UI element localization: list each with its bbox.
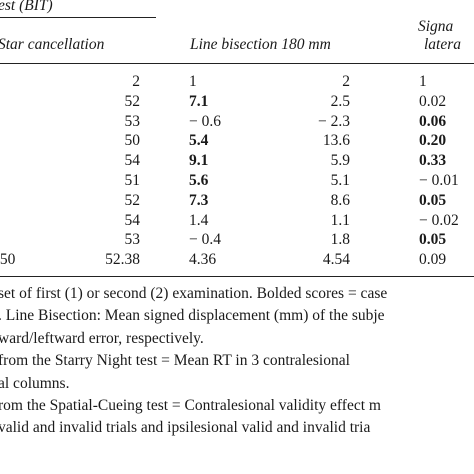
cell-line2: 1.8 bbox=[330, 231, 350, 249]
footnote-line: from the Starry Night test = Mean RT in … bbox=[0, 352, 350, 370]
cell-line2: 2 bbox=[342, 73, 350, 90]
cell-line1: 7.1 bbox=[189, 92, 209, 110]
footnote-line: ward/leftward error, respectively. bbox=[0, 329, 204, 347]
cell-line2: 1.1 bbox=[330, 211, 350, 229]
cell-line2: 4.54 bbox=[322, 251, 350, 269]
footnote-line: set of first (1) or second (2) examinati… bbox=[0, 285, 388, 302]
cell-line1: 1.4 bbox=[189, 211, 209, 229]
footnote-line: rom the Spatial-Cueing test = Contralesi… bbox=[0, 397, 381, 414]
cell-sig: − 0.02 bbox=[419, 211, 459, 229]
cell-sig: 0.09 bbox=[419, 251, 447, 269]
cell-star: 52 bbox=[124, 92, 141, 110]
cell-sig: 1 bbox=[419, 73, 427, 90]
cell-line2: 5.9 bbox=[330, 152, 350, 170]
cell-sig: 0.20 bbox=[419, 132, 447, 150]
col-header-signal-sub: latera bbox=[424, 36, 462, 53]
col-header-line-bisection: Line bisection 180 mm bbox=[190, 36, 331, 53]
cell-star: 51 bbox=[124, 172, 141, 189]
cell-sig: 0.02 bbox=[419, 92, 447, 110]
col-header-star-cancellation: Star cancellation bbox=[0, 36, 105, 53]
cell-sig: 0.06 bbox=[419, 112, 447, 130]
cell-star: 53 bbox=[124, 231, 141, 249]
table-bottom-rule bbox=[0, 276, 474, 277]
cell-line2: 8.6 bbox=[330, 191, 350, 209]
group-header: est (BIT) bbox=[0, 0, 53, 14]
cell-line2: 2.5 bbox=[330, 92, 350, 110]
col-header-signal: Signa bbox=[418, 18, 454, 35]
cell-line1: − 0.6 bbox=[189, 112, 221, 130]
cell-sig: 0.05 bbox=[419, 191, 447, 209]
cell-line2: − 2.3 bbox=[318, 112, 350, 130]
header-rule bbox=[0, 63, 474, 64]
footnote-line: al columns. bbox=[0, 374, 70, 392]
cell-star: 52 bbox=[124, 191, 141, 209]
cell-star: 2 bbox=[132, 73, 140, 90]
group-header-underline bbox=[0, 17, 156, 18]
cell-line2: 5.1 bbox=[330, 172, 350, 189]
cell-line1: 9.1 bbox=[189, 152, 209, 170]
cell-line1: − 0.4 bbox=[189, 231, 221, 249]
cell-star: 50 bbox=[124, 132, 141, 150]
footnote-line: . Line Bisection: Mean signed displaceme… bbox=[0, 307, 385, 325]
cell-star: 53 bbox=[124, 112, 141, 130]
cell-line1: 1 bbox=[189, 73, 197, 90]
cell-star: 52.38 bbox=[105, 251, 140, 269]
cell-sig: 0.33 bbox=[419, 152, 447, 170]
cell-left: .50 bbox=[0, 251, 16, 269]
cell-line1: 7.3 bbox=[189, 191, 209, 209]
cell-star: 54 bbox=[124, 211, 141, 229]
footnote-line: valid and invalid trials and ipsilesiona… bbox=[0, 419, 371, 437]
cell-line1: 4.36 bbox=[189, 251, 217, 269]
cell-line1: 5.6 bbox=[189, 172, 209, 189]
cell-star: 54 bbox=[124, 152, 141, 170]
cell-line1: 5.4 bbox=[189, 132, 209, 150]
cell-line2: 13.6 bbox=[322, 132, 350, 150]
cell-sig: − 0.01 bbox=[419, 172, 459, 189]
cell-sig: 0.05 bbox=[419, 231, 447, 249]
